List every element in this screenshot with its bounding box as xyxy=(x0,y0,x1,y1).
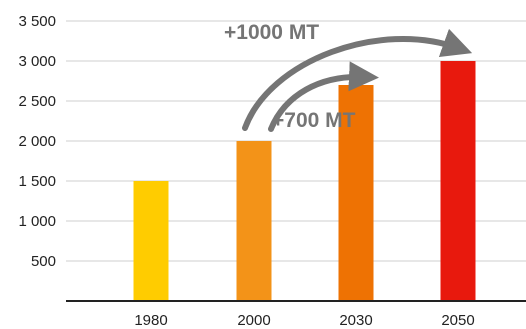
bars xyxy=(133,61,476,301)
y-tick-label: 2 000 xyxy=(18,133,56,150)
x-tick-label-1980: 1980 xyxy=(134,312,167,329)
annotation-plus-700: +700 MT xyxy=(272,109,356,132)
y-tick-label: 3 000 xyxy=(18,53,56,70)
y-tick-label: 1 500 xyxy=(18,173,56,190)
x-tick-label-2030: 2030 xyxy=(339,312,372,329)
x-axis-ticks: 1980 2000 2030 2050 xyxy=(134,312,474,329)
y-tick-label: 2 500 xyxy=(18,93,56,110)
annotation-plus-1000: +1000 MT xyxy=(224,21,319,44)
y-tick-label: 500 xyxy=(31,253,56,270)
y-tick-label: 3 500 xyxy=(18,13,56,30)
bar-2030 xyxy=(338,85,374,301)
x-tick-label-2050: 2050 xyxy=(441,312,474,329)
arrow-plus-1000 xyxy=(242,28,473,131)
x-tick-label-2000: 2000 xyxy=(237,312,270,329)
y-axis-ticks: 500 1 000 1 500 2 000 2 500 3 000 3 500 xyxy=(18,13,56,270)
arrow-plus-700 xyxy=(268,61,379,132)
bar-2050 xyxy=(440,61,476,301)
bar-1980 xyxy=(133,181,169,301)
y-tick-label: 1 000 xyxy=(18,213,56,230)
bar-2000 xyxy=(236,141,272,301)
